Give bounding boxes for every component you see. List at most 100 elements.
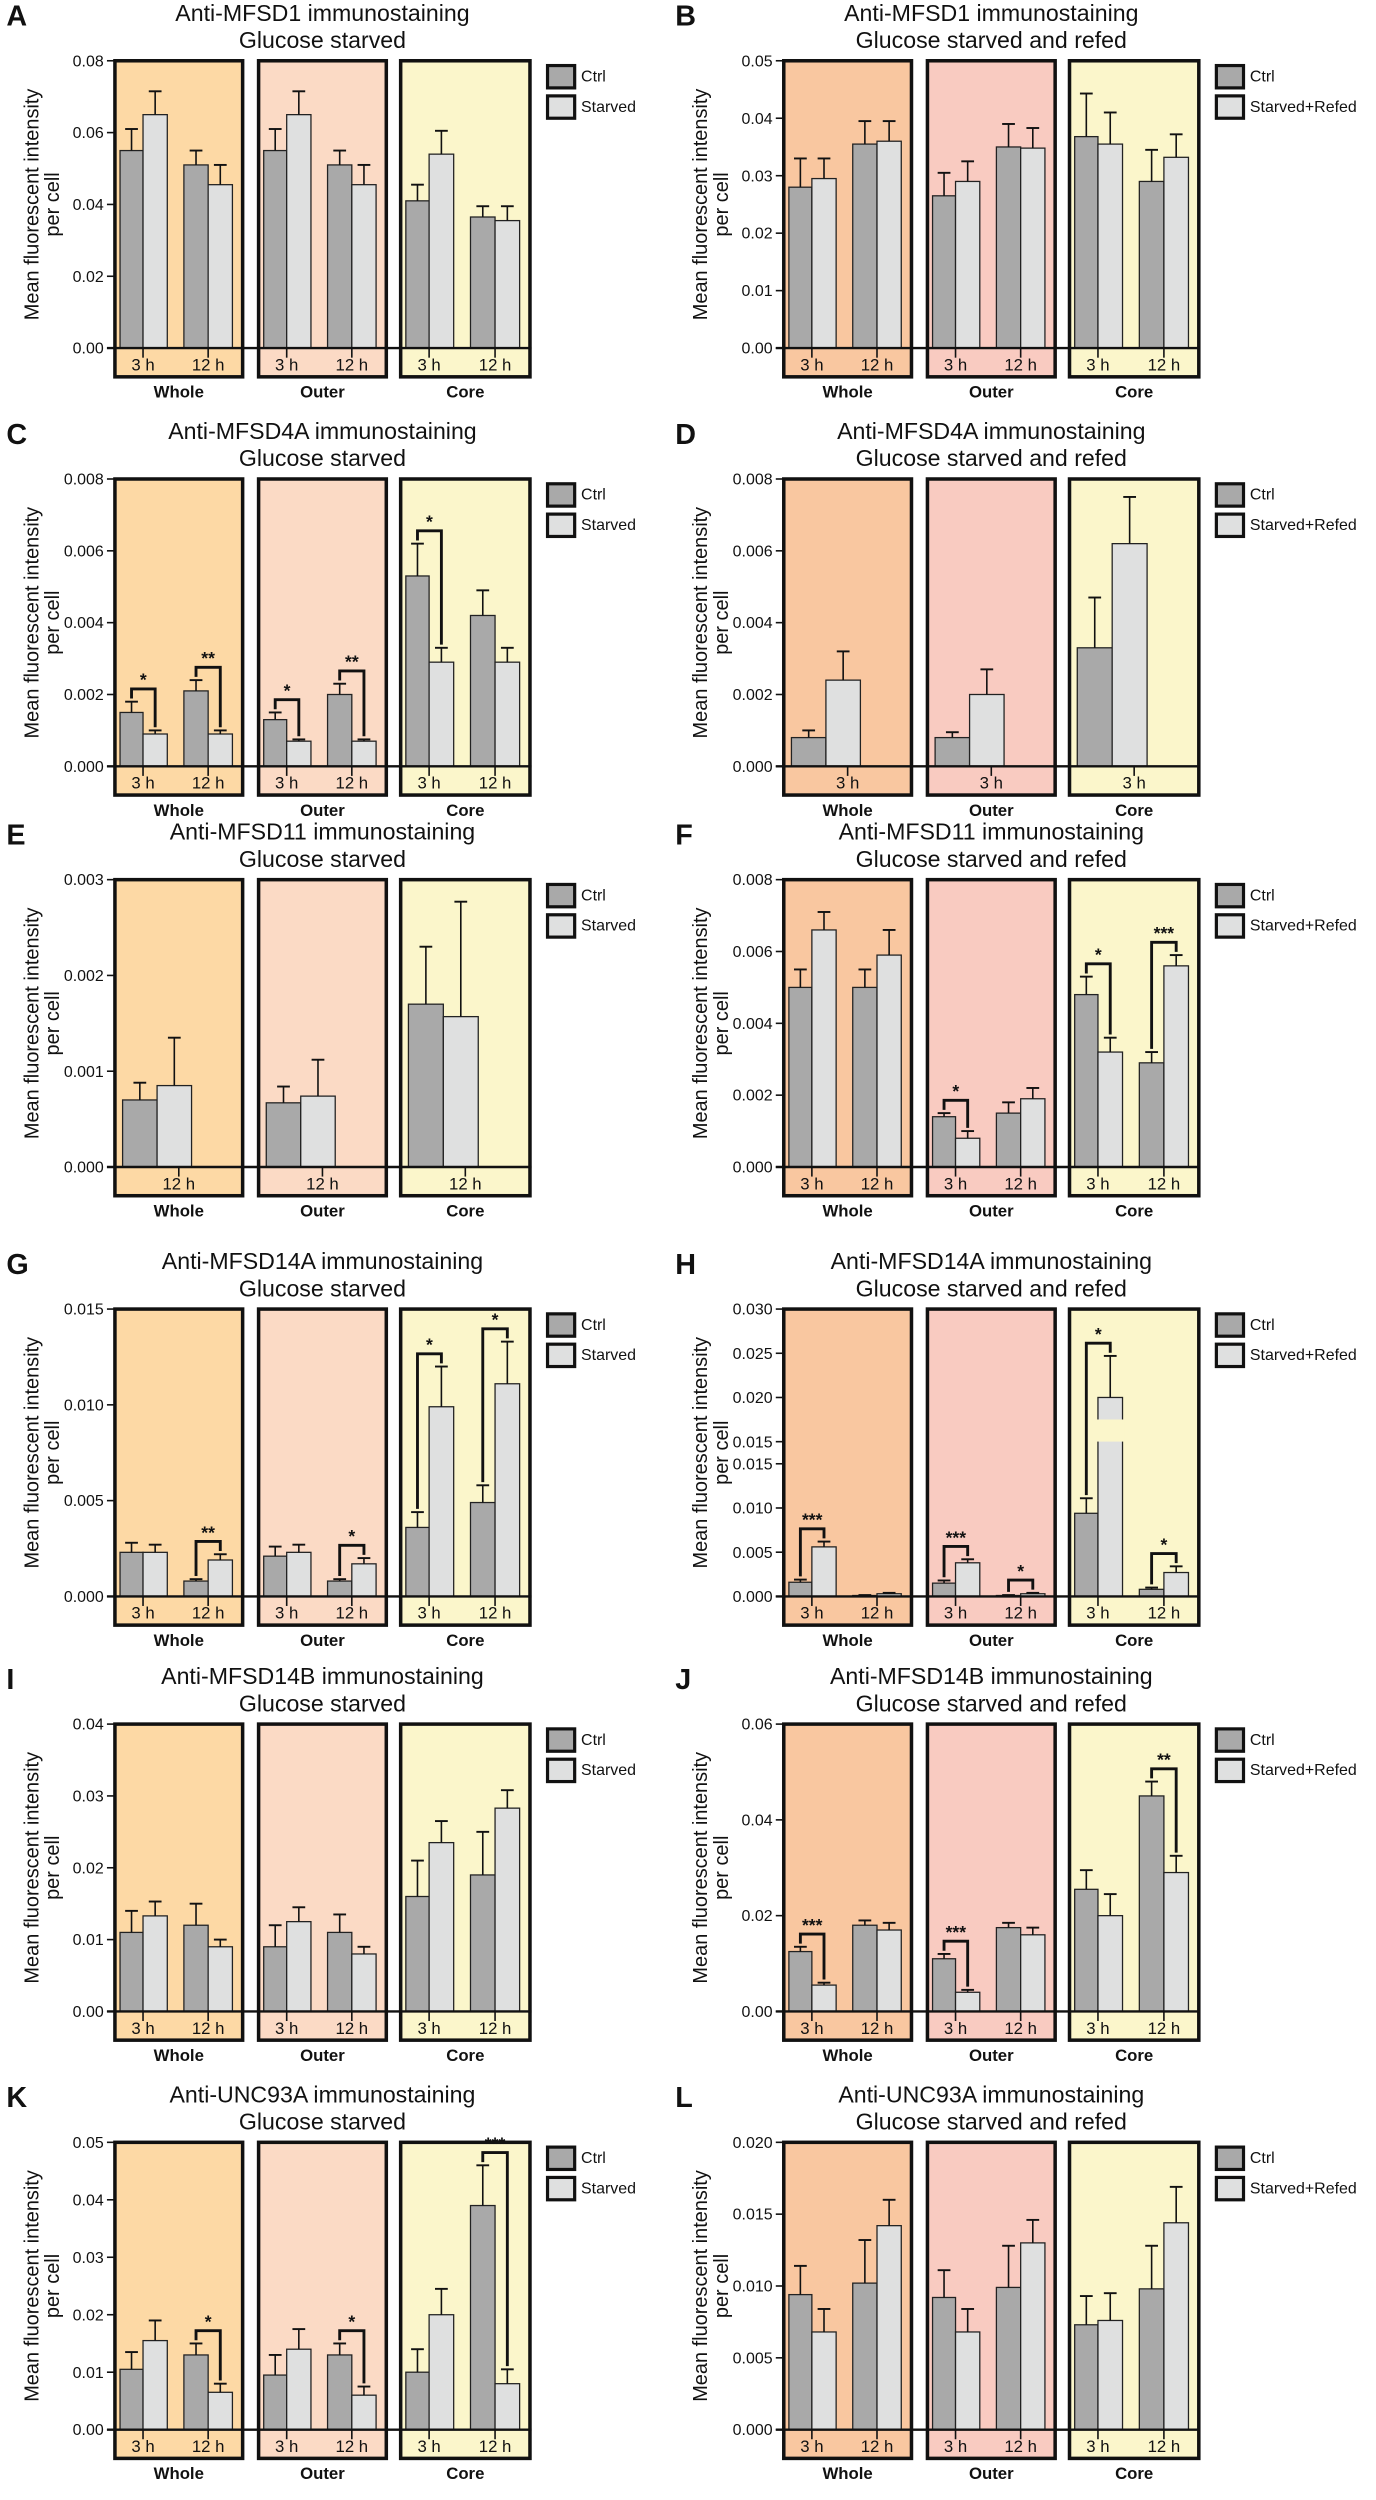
legend-label: Ctrl [1250,487,1275,504]
region-box [1067,477,1201,797]
region-label: Whole [823,383,873,402]
y-axis-label: Mean fluorescent intensity [690,89,712,321]
significance-bracket [1150,1767,1178,1853]
y-tick-label: 0.02 [73,269,104,286]
treated-bar [351,2394,377,2431]
ctrl-bar [263,1946,288,2013]
ctrl-bar [931,2296,957,2431]
significance-bracket [130,687,157,728]
region-label: Core [446,1201,484,1220]
significance-bracket [798,1527,826,1577]
ctrl-bar [405,2371,430,2431]
legend-label: Starved [581,2180,636,2197]
treated-bar [968,693,1005,767]
region-box [925,1722,1057,2042]
significance-bracket [194,1540,222,1576]
ctrl-bar [1076,647,1113,767]
y-axis-label: Mean fluorescent intensity [21,2170,43,2402]
region-label: Whole [823,801,873,820]
chart-title: Anti-MFSD14A immunostaining [162,1248,483,1274]
treated-bar [811,1546,837,1598]
y-tick-label: 0.01 [73,2365,104,2382]
y-tick-label: 0.04 [73,2192,104,2209]
y-tick-label: 0.010 [733,1501,773,1518]
y-tick-label: 0.015 [64,1302,104,1319]
treated-bar [954,1991,981,2013]
timepoint-label: 3 h [417,2437,440,2456]
timepoint-label: 3 h [1086,2019,1109,2038]
region-box [398,2140,532,2461]
legend-swatch-treated [545,94,577,120]
timepoint-label: 3 h [980,774,1003,793]
treated-bar [1163,1571,1190,1598]
region-box [256,1722,389,2042]
region-label: Core [1115,2046,1153,2065]
ctrl-bar [1074,135,1099,349]
y-axis-label: Mean fluorescent intensity [21,89,43,321]
chart-subtitle: Glucose starved and refed [856,2109,1127,2135]
y-tick-label: 0.08 [73,53,104,70]
legend-label: Ctrl [1250,1317,1275,1334]
y-axis-label: per cell [42,591,64,655]
y-tick-label: 0.06 [742,1717,773,1734]
treated-bar [207,184,234,349]
significance-bracket [1084,962,1112,1035]
chart-subtitle: Glucose starved and refed [856,1690,1127,1716]
chart-subtitle: Glucose starved and refed [856,27,1127,53]
y-tick-label: 0.008 [64,472,104,489]
region-label: Whole [154,383,204,402]
region-label: Outer [300,1631,345,1650]
ctrl-bar [788,2293,813,2431]
ctrl-bar [326,693,353,767]
chart-subtitle: Glucose starved and refed [856,846,1127,872]
ctrl-bar [1074,2324,1099,2431]
significance-stars: *** [1154,923,1175,943]
significance-stars: ** [1157,1750,1171,1770]
timepoint-label: 3 h [800,2437,823,2456]
region-box [925,59,1057,379]
y-tick-label: 0.004 [733,615,773,632]
timepoint-label: 3 h [417,1604,440,1623]
treated-bar [207,733,234,767]
ctrl-bar [405,575,430,767]
legend-label: Ctrl [1250,2150,1275,2167]
treated-bar [1020,1098,1046,1168]
region-label: Whole [154,801,204,820]
region-label: Core [1115,2464,1153,2483]
legend-label: Ctrl [581,1732,606,1749]
chart-title: Anti-MFSD14B immunostaining [830,1663,1153,1689]
treated-bar [351,1563,377,1598]
timepoint-label: 3 h [275,355,298,374]
y-tick-label: 0.000 [733,759,773,776]
chart-title: Anti-MFSD14B immunostaining [161,1663,484,1689]
legend-swatch-treated [545,512,577,539]
chart-subtitle: Glucose starved [239,1275,406,1301]
timepoint-label: 12 h [1004,2019,1037,2038]
timepoint-label: 12 h [479,2019,512,2038]
treated-bar [1097,1915,1124,2013]
ctrl-bar [931,195,957,349]
panel-letter: G [6,1249,28,1281]
legend-label: Starved+Refed [1250,99,1357,116]
significance-stars: * [1095,945,1102,965]
ctrl-bar [326,164,353,349]
treated-bar [142,2339,168,2431]
panel-letter: H [675,1249,696,1281]
legend-swatch-ctrl [545,63,577,90]
timepoint-label: 12 h [861,1174,894,1193]
panel-letter: E [6,820,25,852]
ctrl-bar [183,1924,209,2013]
treated-bar [142,114,168,349]
ctrl-bar [852,986,878,1168]
y-tick-label: 0.04 [742,111,773,128]
ctrl-bar [263,149,288,349]
legend-label: Starved+Refed [1250,1762,1357,1779]
legend-swatch-treated [545,1342,577,1369]
ctrl-bar [265,1102,302,1168]
legend-label: Ctrl [581,487,606,504]
timepoint-label: 12 h [1148,1174,1181,1193]
significance-stars: * [426,1335,433,1355]
y-tick-label: 0.01 [742,283,773,300]
